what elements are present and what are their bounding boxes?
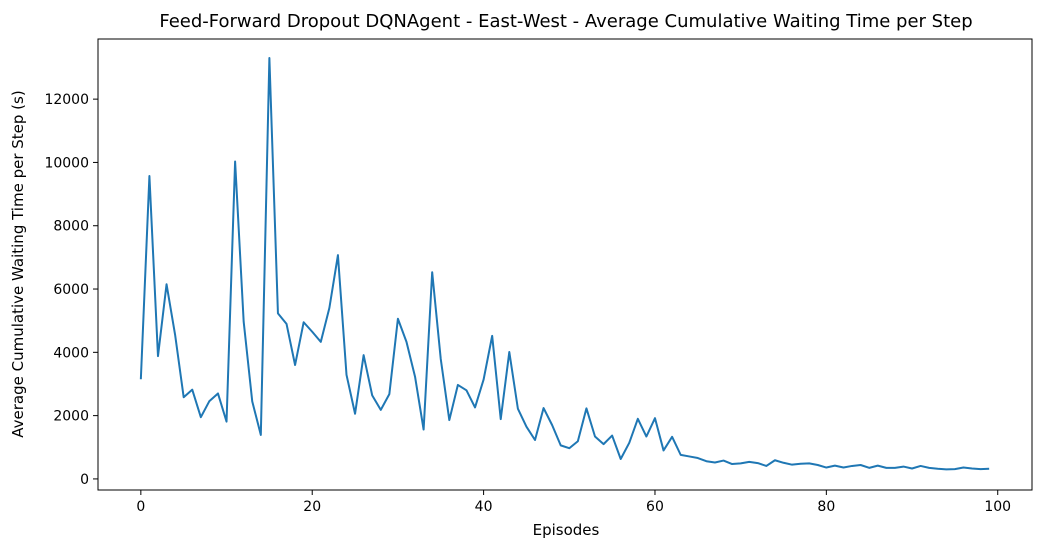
x-tick-label: 60 [646,499,664,515]
y-tick-label: 12000 [44,92,89,108]
y-tick-label: 2000 [53,409,89,425]
x-tick-label: 100 [984,499,1011,515]
y-tick-label: 6000 [53,282,89,298]
y-axis: 0 2000 4000 6000 8000 10000 12000 [44,92,98,488]
plot-area [97,38,1033,491]
y-axis-label: Average Cumulative Waiting Time per Step… [9,90,27,437]
y-tick-label: 8000 [53,219,89,235]
x-tick-label: 80 [817,499,835,515]
x-tick-label: 0 [136,499,145,515]
x-tick-label: 40 [475,499,493,515]
y-tick-label: 0 [80,472,89,488]
series-line-0 [139,56,990,471]
chart-title: Feed-Forward Dropout DQNAgent - East-Wes… [159,11,972,32]
y-tick-label: 4000 [53,345,89,361]
x-axis-label: Episodes [533,521,600,539]
x-tick-label: 20 [303,499,321,515]
plot-frame [97,38,1033,491]
x-axis: 0 20 40 60 80 100 [136,490,1011,515]
y-tick-label: 10000 [44,155,89,171]
